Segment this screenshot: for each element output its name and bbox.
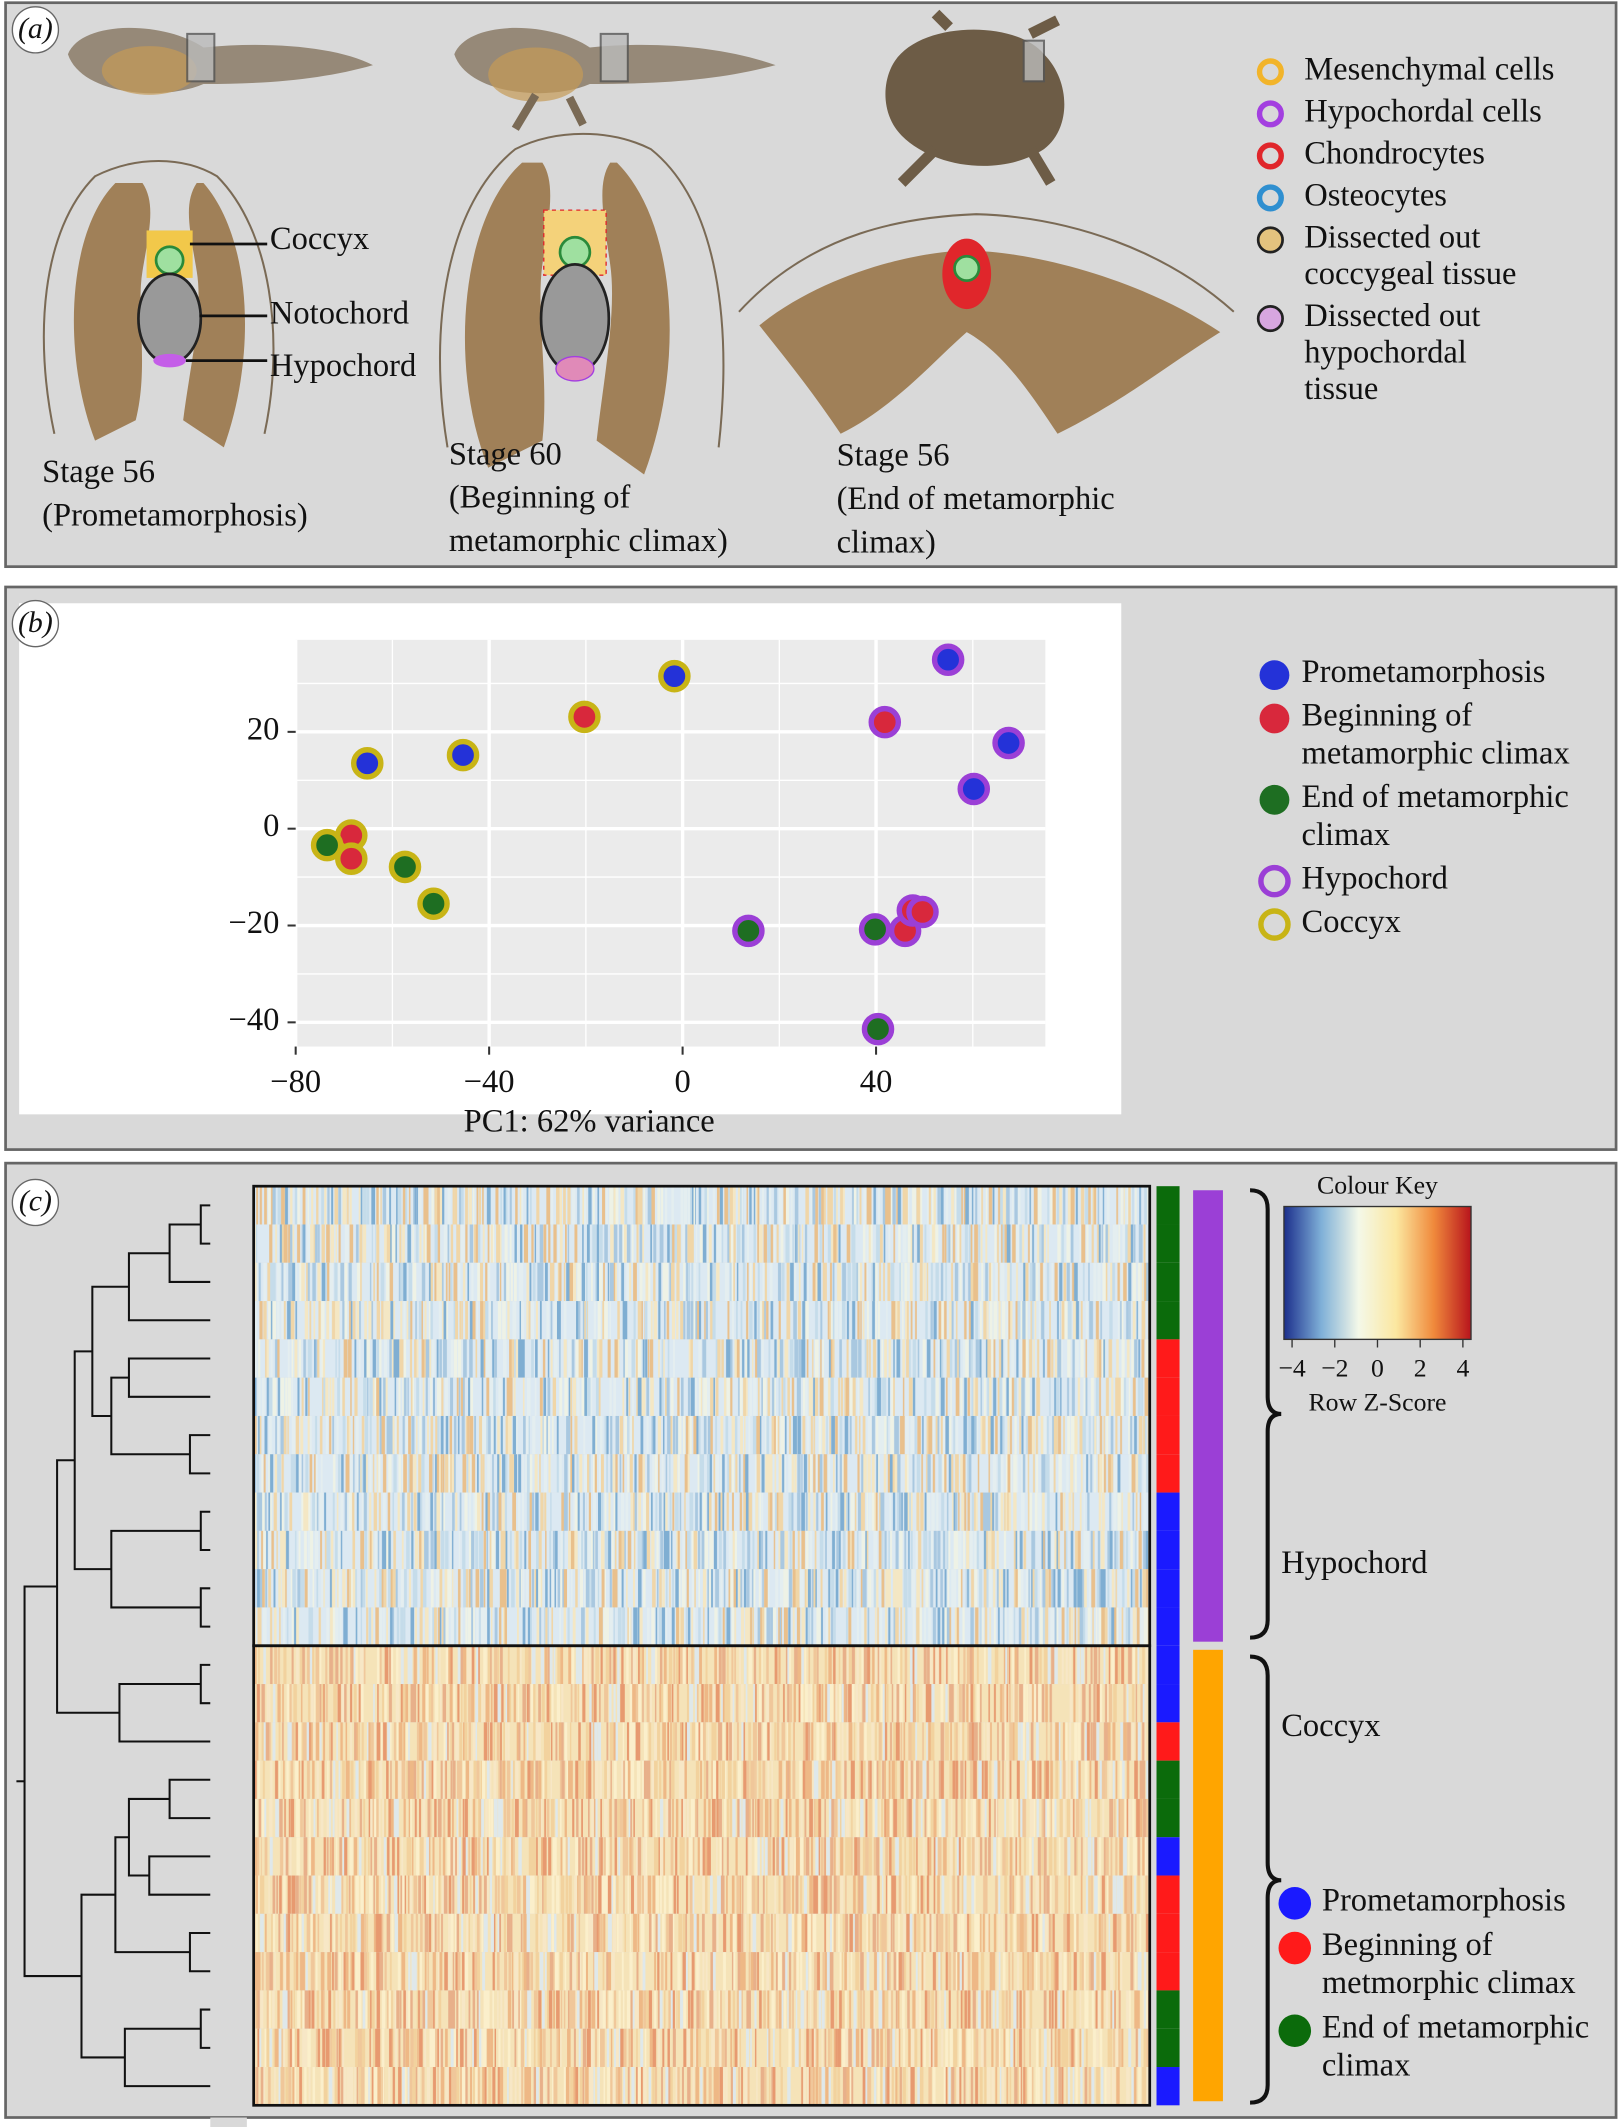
page: {"panel_a": {"tag": "(a)", "structures":… [4, 1, 1618, 2127]
